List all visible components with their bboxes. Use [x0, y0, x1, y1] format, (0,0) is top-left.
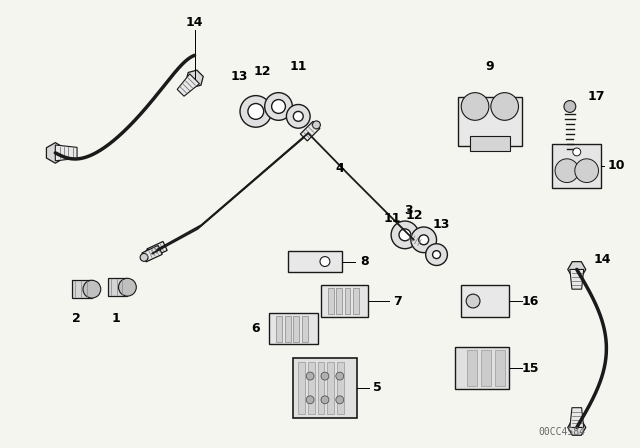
Bar	[495, 350, 505, 386]
Circle shape	[320, 257, 330, 267]
Circle shape	[564, 100, 576, 112]
Polygon shape	[147, 241, 167, 258]
Bar	[461, 285, 509, 317]
Circle shape	[466, 294, 480, 308]
Circle shape	[83, 280, 100, 298]
Polygon shape	[47, 142, 64, 163]
Text: 14: 14	[594, 253, 611, 266]
Bar	[298, 362, 305, 414]
Bar	[276, 316, 282, 341]
Circle shape	[240, 95, 271, 127]
Text: 3: 3	[404, 204, 413, 217]
Text: 4: 4	[335, 162, 344, 175]
Text: 17: 17	[588, 90, 605, 103]
Bar	[337, 362, 344, 414]
Text: 11: 11	[289, 60, 307, 73]
Circle shape	[145, 250, 153, 258]
Polygon shape	[300, 121, 320, 141]
Bar	[321, 285, 369, 317]
Bar	[328, 288, 334, 314]
Bar	[337, 288, 342, 314]
Circle shape	[271, 99, 285, 113]
Circle shape	[336, 396, 344, 404]
Text: 7: 7	[393, 294, 401, 307]
Polygon shape	[142, 246, 163, 262]
Bar	[269, 313, 318, 345]
Bar	[353, 288, 359, 314]
Bar	[467, 350, 477, 386]
Bar	[317, 362, 324, 414]
Text: 16: 16	[522, 294, 539, 307]
Bar	[288, 251, 342, 272]
Polygon shape	[570, 408, 584, 427]
Bar	[470, 136, 509, 151]
Text: 14: 14	[186, 16, 204, 29]
Text: 10: 10	[607, 159, 625, 172]
Circle shape	[287, 104, 310, 128]
Text: 5: 5	[373, 381, 381, 394]
Circle shape	[426, 244, 447, 266]
Circle shape	[433, 251, 440, 258]
Text: 6: 6	[252, 322, 260, 335]
Text: 00CC4584: 00CC4584	[538, 427, 586, 437]
Polygon shape	[570, 269, 584, 289]
Circle shape	[411, 227, 436, 253]
Polygon shape	[568, 262, 586, 277]
Text: 15: 15	[522, 362, 539, 375]
Text: 13: 13	[433, 219, 450, 232]
Polygon shape	[72, 280, 92, 298]
Text: 13: 13	[230, 70, 248, 83]
Circle shape	[312, 121, 321, 129]
Circle shape	[399, 229, 411, 241]
Text: 8: 8	[360, 255, 369, 268]
Circle shape	[575, 159, 598, 182]
Bar	[302, 316, 308, 341]
Polygon shape	[108, 278, 127, 296]
Text: 12: 12	[406, 209, 424, 222]
Circle shape	[573, 148, 580, 156]
Bar	[458, 97, 522, 146]
Circle shape	[140, 254, 148, 261]
Circle shape	[321, 372, 329, 380]
Circle shape	[419, 235, 429, 245]
Circle shape	[419, 240, 426, 248]
Polygon shape	[186, 70, 204, 87]
Circle shape	[321, 396, 329, 404]
Circle shape	[293, 112, 303, 121]
Circle shape	[461, 93, 489, 121]
Bar	[308, 362, 315, 414]
Polygon shape	[568, 420, 586, 435]
Circle shape	[391, 221, 419, 249]
Bar	[345, 288, 351, 314]
Polygon shape	[55, 145, 77, 161]
Bar	[455, 348, 509, 389]
Bar	[293, 316, 300, 341]
Circle shape	[118, 278, 136, 296]
Text: 12: 12	[254, 65, 271, 78]
Circle shape	[248, 103, 264, 119]
Bar	[285, 316, 291, 341]
Circle shape	[306, 372, 314, 380]
Text: 9: 9	[486, 60, 494, 73]
Circle shape	[265, 93, 292, 121]
Bar	[552, 143, 602, 188]
Bar	[481, 350, 491, 386]
Text: 11: 11	[383, 211, 401, 224]
Circle shape	[491, 93, 518, 121]
Bar	[293, 358, 357, 418]
Circle shape	[555, 159, 579, 182]
Bar	[328, 362, 334, 414]
Polygon shape	[404, 231, 425, 249]
Circle shape	[306, 396, 314, 404]
Circle shape	[336, 372, 344, 380]
Polygon shape	[177, 74, 200, 96]
Text: 2: 2	[72, 312, 81, 325]
Text: 1: 1	[111, 312, 120, 325]
